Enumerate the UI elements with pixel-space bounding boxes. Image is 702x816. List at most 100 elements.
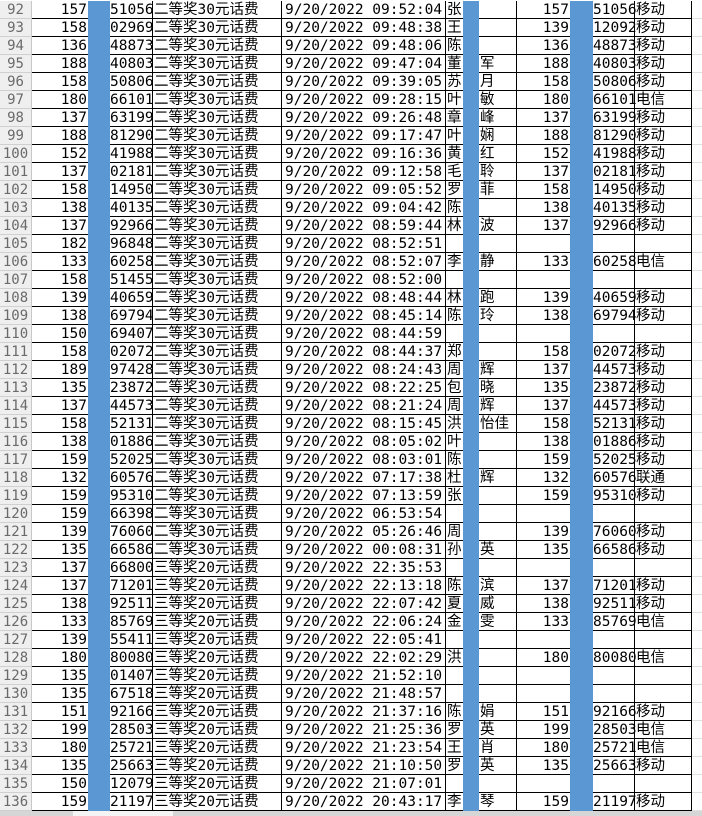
row-header[interactable]: 128	[0, 649, 32, 667]
phone-suffix-cell[interactable]: 92966	[110, 217, 154, 235]
prize-cell[interactable]: 三等奖20元话费	[153, 595, 282, 613]
hidden-column-highlight[interactable]	[88, 163, 110, 181]
given-name-cell[interactable]: 红	[479, 145, 517, 163]
row-header[interactable]: 98	[0, 109, 32, 127]
phone-prefix-cell[interactable]: 137	[32, 109, 88, 127]
prize-cell[interactable]: 二等奖30元话费	[153, 343, 282, 361]
datetime-cell[interactable]: 9/20/2022 08:21:24	[282, 397, 446, 415]
prize-cell[interactable]: 三等奖20元话费	[153, 739, 282, 757]
given-name-cell[interactable]: 英	[479, 541, 517, 559]
hidden-column-highlight[interactable]	[88, 397, 110, 415]
phone2-suffix-cell[interactable]: 92166	[593, 703, 637, 721]
hidden-column-highlight[interactable]	[88, 1, 110, 19]
carrier-cell[interactable]: 移动	[635, 289, 692, 307]
given-name-cell[interactable]	[479, 505, 517, 523]
hidden-column-highlight[interactable]	[570, 595, 593, 613]
phone-prefix-cell[interactable]: 152	[32, 145, 88, 163]
given-name-cell[interactable]	[479, 19, 517, 37]
surname-cell[interactable]	[446, 631, 463, 649]
datetime-cell[interactable]: 9/20/2022 22:07:42	[282, 595, 446, 613]
empty-cell[interactable]	[692, 91, 702, 109]
empty-cell[interactable]	[692, 433, 702, 451]
phone-suffix-cell[interactable]: 69794	[110, 307, 154, 325]
surname-cell[interactable]	[446, 559, 463, 577]
carrier-cell[interactable]: 移动	[635, 361, 692, 379]
datetime-cell[interactable]: 9/20/2022 21:48:57	[282, 685, 446, 703]
phone2-prefix-cell[interactable]	[517, 667, 570, 685]
surname-cell[interactable]: 苏	[446, 74, 463, 91]
surname-cell[interactable]: 叶	[446, 434, 463, 451]
hidden-column-highlight[interactable]	[88, 55, 110, 73]
phone-prefix-cell[interactable]: 182	[32, 235, 88, 253]
phone-suffix-cell[interactable]: 02181	[110, 163, 154, 181]
row-header[interactable]: 125	[0, 595, 32, 613]
prize-cell[interactable]: 二等奖30元话费	[153, 361, 282, 379]
hidden-column-highlight[interactable]	[463, 523, 479, 541]
hidden-column-highlight[interactable]	[570, 559, 593, 577]
hidden-column-highlight[interactable]	[88, 181, 110, 199]
hidden-column-highlight[interactable]	[463, 559, 479, 577]
phone2-suffix-cell[interactable]	[593, 235, 635, 253]
phone2-prefix-cell[interactable]	[517, 631, 570, 649]
phone-suffix-cell[interactable]: 51455	[110, 271, 154, 289]
phone-suffix-cell[interactable]: 25721	[110, 739, 154, 757]
phone2-suffix-cell[interactable]: 40135	[593, 199, 637, 217]
datetime-cell[interactable]: 9/20/2022 00:08:31	[282, 541, 446, 559]
prize-cell[interactable]: 二等奖30元话费	[153, 145, 282, 163]
phone2-prefix-cell[interactable]: 139	[517, 19, 570, 37]
hidden-column-highlight[interactable]	[463, 55, 479, 73]
prize-cell[interactable]: 三等奖20元话费	[153, 649, 282, 667]
phone-prefix-cell[interactable]: 158	[32, 19, 88, 37]
hidden-column-highlight[interactable]	[88, 739, 110, 757]
phone2-suffix-cell[interactable]: 63199	[593, 109, 637, 127]
prize-cell[interactable]: 二等奖30元话费	[153, 487, 282, 505]
given-name-cell[interactable]	[479, 775, 517, 793]
given-name-cell[interactable]	[479, 523, 517, 541]
phone-prefix-cell[interactable]: 139	[32, 631, 88, 649]
phone-prefix-cell[interactable]: 139	[32, 523, 88, 541]
carrier-cell[interactable]: 电信	[635, 739, 692, 757]
given-name-cell[interactable]: 波	[479, 217, 517, 235]
carrier-cell[interactable]: 联通	[635, 469, 692, 487]
phone-suffix-cell[interactable]: 66800	[110, 559, 154, 577]
hidden-column-highlight[interactable]	[570, 505, 593, 523]
datetime-cell[interactable]: 9/20/2022 08:52:51	[282, 235, 446, 253]
hidden-column-highlight[interactable]	[570, 91, 593, 109]
hidden-column-highlight[interactable]	[88, 37, 110, 55]
prize-cell[interactable]: 二等奖30元话费	[153, 235, 282, 253]
phone2-suffix-cell[interactable]: 51056	[593, 1, 637, 19]
surname-cell[interactable]: 孙	[446, 542, 463, 559]
empty-cell[interactable]	[692, 163, 702, 181]
hidden-column-highlight[interactable]	[88, 523, 110, 541]
datetime-cell[interactable]: 9/20/2022 08:59:44	[282, 217, 446, 235]
phone2-suffix-cell[interactable]: 44573	[593, 361, 637, 379]
surname-cell[interactable]: 杜	[446, 470, 463, 487]
phone2-suffix-cell[interactable]: 01886	[593, 433, 637, 451]
phone-suffix-cell[interactable]: 63199	[110, 109, 154, 127]
row-header[interactable]: 110	[0, 325, 32, 343]
phone-prefix-cell[interactable]: 137	[32, 577, 88, 595]
hidden-column-highlight[interactable]	[570, 523, 593, 541]
given-name-cell[interactable]	[479, 559, 517, 577]
phone-prefix-cell[interactable]: 151	[32, 703, 88, 721]
row-header[interactable]: 114	[0, 397, 32, 415]
phone-suffix-cell[interactable]: 40803	[110, 55, 154, 73]
phone-suffix-cell[interactable]: 01407	[110, 667, 154, 685]
hidden-column-highlight[interactable]	[570, 217, 593, 235]
prize-cell[interactable]: 二等奖30元话费	[153, 199, 282, 217]
phone-suffix-cell[interactable]: 71201	[110, 577, 154, 595]
surname-cell[interactable]: 董	[446, 56, 463, 73]
row-header[interactable]: 93	[0, 19, 32, 37]
datetime-cell[interactable]: 9/20/2022 08:15:45	[282, 415, 446, 433]
datetime-cell[interactable]: 9/20/2022 08:45:14	[282, 307, 446, 325]
phone-prefix-cell[interactable]: 135	[32, 667, 88, 685]
empty-cell[interactable]	[692, 559, 702, 577]
hidden-column-highlight[interactable]	[88, 73, 110, 91]
given-name-cell[interactable]: 琴	[479, 793, 517, 811]
given-name-cell[interactable]	[479, 37, 517, 55]
surname-cell[interactable]	[446, 775, 463, 793]
carrier-cell[interactable]: 电信	[635, 613, 692, 631]
hidden-column-highlight[interactable]	[570, 361, 593, 379]
carrier-cell[interactable]: 移动	[635, 127, 692, 145]
phone-suffix-cell[interactable]: 76060	[110, 523, 154, 541]
